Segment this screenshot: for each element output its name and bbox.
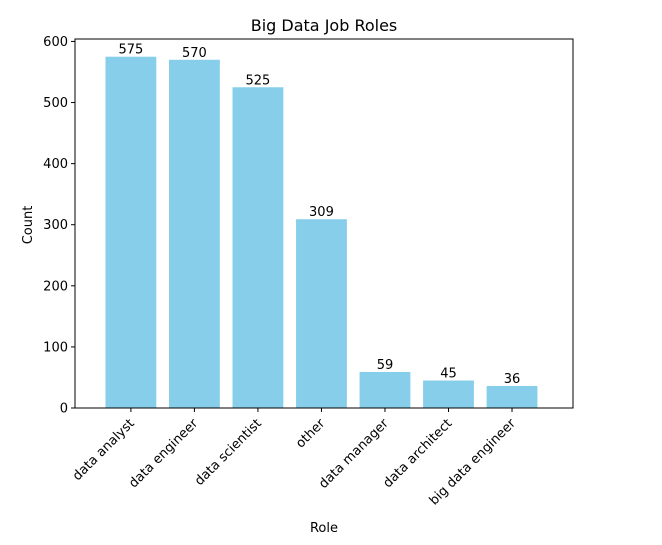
bar-value-label: 525: [246, 73, 271, 88]
bar: [423, 380, 474, 408]
y-tick-label: 500: [43, 96, 68, 111]
bar-value-label: 575: [118, 43, 143, 58]
bar: [486, 386, 538, 408]
x-axis-label: Role: [310, 521, 338, 536]
y-tick-label: 100: [43, 340, 68, 355]
bar-value-label: 36: [504, 372, 521, 387]
y-tick-label: 0: [60, 402, 68, 417]
y-tick-label: 600: [43, 35, 68, 50]
y-tick-label: 300: [43, 218, 68, 233]
bar-value-label: 59: [377, 358, 394, 373]
bar-value-label: 45: [440, 367, 457, 382]
x-tick-label: data engineer: [126, 416, 201, 491]
bar: [232, 87, 284, 408]
plot-area: 575 data analyst 570 data engineer 525 data s…: [43, 35, 574, 508]
bar: [359, 371, 411, 408]
y-tick-label: 400: [43, 157, 68, 172]
bar: [169, 59, 220, 409]
bar-value-label: 309: [309, 205, 334, 220]
x-tick-label: other: [293, 416, 329, 452]
y-axis-label: Count: [21, 206, 36, 245]
axes-frame: [74, 38, 574, 409]
x-tick-label: data analyst: [70, 416, 138, 484]
x-tick-label: data scientist: [192, 416, 265, 489]
chart-title: Big Data Job Roles: [251, 16, 398, 35]
bar-value-label: 570: [182, 46, 207, 61]
y-tick-label: 200: [43, 279, 68, 294]
bar: [105, 56, 157, 408]
bar: [296, 219, 347, 408]
